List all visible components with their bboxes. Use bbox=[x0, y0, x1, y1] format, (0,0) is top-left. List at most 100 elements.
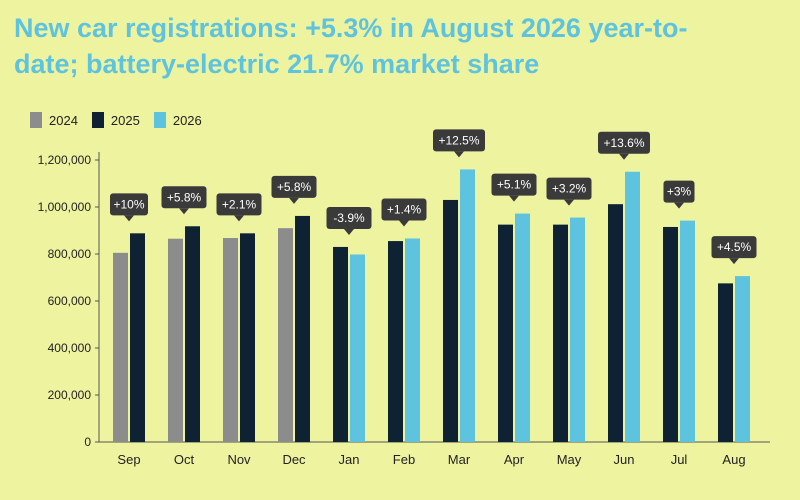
callout-label: +12.5% bbox=[438, 133, 479, 147]
callout-box bbox=[663, 180, 695, 203]
bar-jul-2025 bbox=[663, 226, 678, 442]
callout-pointer bbox=[564, 199, 574, 206]
bar-aug-2026 bbox=[735, 276, 750, 442]
callout-label: +5.1% bbox=[497, 178, 532, 192]
callout-pointer bbox=[344, 228, 354, 235]
callout-label: -3.9% bbox=[333, 211, 365, 225]
change-callout: +5.8% bbox=[271, 175, 317, 204]
change-callout: -3.9% bbox=[326, 206, 372, 235]
callout-label: +10% bbox=[113, 197, 144, 211]
change-callout: +2.1% bbox=[216, 193, 262, 222]
callout-box bbox=[433, 129, 485, 152]
change-callout: +12.5% bbox=[433, 129, 485, 158]
y-tick-label: 1,200,000 bbox=[38, 153, 92, 167]
y-tick-label: 600,000 bbox=[48, 294, 92, 308]
legend-label-2025: 2025 bbox=[110, 112, 140, 128]
x-category-label: Nov bbox=[227, 452, 251, 467]
bar-mar-2025 bbox=[443, 199, 458, 442]
callout-label: +5.8% bbox=[277, 180, 312, 194]
change-callout: +4.5% bbox=[711, 236, 757, 265]
callout-box bbox=[491, 173, 537, 196]
x-category-label: Jul bbox=[671, 452, 688, 467]
bar-oct-2025 bbox=[185, 226, 200, 442]
x-category-label: Aug bbox=[722, 452, 745, 467]
change-callout: +10% bbox=[110, 193, 148, 222]
bar-jan-2026 bbox=[350, 254, 365, 442]
bar-dec-2025 bbox=[295, 215, 310, 442]
callout-pointer bbox=[454, 151, 464, 158]
callout-box bbox=[326, 206, 372, 229]
callout-pointer bbox=[124, 215, 134, 222]
chart-title-line-2: date; battery-electric 21.7% market shar… bbox=[14, 49, 540, 79]
x-category-label: Jun bbox=[614, 452, 635, 467]
x-category-label: Sep bbox=[117, 452, 140, 467]
callout-pointer bbox=[729, 258, 739, 265]
change-callout: +3.2% bbox=[546, 177, 592, 206]
bar-may-2026 bbox=[570, 217, 585, 442]
callout-box bbox=[711, 236, 757, 259]
x-category-label: Oct bbox=[174, 452, 195, 467]
bar-jul-2026 bbox=[680, 220, 695, 442]
callout-box bbox=[598, 131, 650, 154]
x-category-label: Apr bbox=[504, 452, 525, 467]
x-category-label: Feb bbox=[393, 452, 415, 467]
bar-nov-2025 bbox=[240, 233, 255, 442]
y-tick-label: 0 bbox=[84, 435, 91, 449]
legend-label-2024: 2024 bbox=[49, 112, 78, 128]
chart-title: New car registrations: +5.3% in August 2… bbox=[14, 10, 794, 82]
bar-may-2025 bbox=[553, 224, 568, 442]
callout-label: +1.4% bbox=[387, 202, 422, 216]
bar-apr-2025 bbox=[498, 224, 513, 442]
change-callout: +5.1% bbox=[491, 173, 537, 202]
legend-swatch-2026 bbox=[153, 112, 166, 128]
callout-label: +2.1% bbox=[222, 197, 257, 211]
callout-pointer bbox=[234, 215, 244, 222]
callout-label: +3.2% bbox=[552, 182, 587, 196]
chart-legend: 2024 2025 2026 bbox=[30, 110, 202, 130]
callout-pointer bbox=[674, 202, 684, 209]
callout-pointer bbox=[289, 197, 299, 204]
callout-box bbox=[110, 193, 148, 216]
chart-title-line-1: New car registrations: +5.3% in August 2… bbox=[14, 13, 688, 43]
change-callout: +1.4% bbox=[381, 198, 427, 227]
legend-swatch-2024 bbox=[30, 112, 42, 128]
y-tick-label: 200,000 bbox=[48, 388, 92, 402]
bar-nov-2024 bbox=[223, 238, 238, 442]
x-category-label: Jan bbox=[339, 452, 360, 467]
legend-swatch-2025 bbox=[91, 112, 104, 128]
legend-item-2026: 2026 bbox=[153, 112, 202, 128]
callout-label: +3% bbox=[667, 185, 692, 199]
callout-box bbox=[271, 175, 317, 198]
bar-feb-2025 bbox=[388, 241, 403, 442]
x-category-label: Mar bbox=[448, 452, 471, 467]
y-tick-label: 1,000,000 bbox=[38, 200, 92, 214]
bar-jun-2026 bbox=[625, 171, 640, 442]
bar-apr-2026 bbox=[515, 213, 530, 442]
bar-oct-2024 bbox=[168, 238, 183, 442]
callout-label: +4.5% bbox=[717, 240, 752, 254]
legend-label-2026: 2026 bbox=[172, 112, 202, 128]
y-tick-label: 800,000 bbox=[48, 247, 92, 261]
y-tick-label: 400,000 bbox=[48, 341, 92, 355]
change-callout: +5.8% bbox=[161, 186, 207, 215]
callout-box bbox=[216, 193, 262, 216]
bar-sep-2025 bbox=[130, 233, 145, 442]
x-category-label: Dec bbox=[282, 452, 306, 467]
callout-pointer bbox=[619, 153, 629, 160]
bar-aug-2025 bbox=[718, 283, 733, 442]
bar-dec-2024 bbox=[278, 228, 293, 442]
bar-sep-2024 bbox=[113, 252, 128, 442]
callout-pointer bbox=[509, 195, 519, 202]
bar-jan-2025 bbox=[333, 246, 348, 442]
callout-label: +13.6% bbox=[603, 136, 644, 150]
bar-mar-2026 bbox=[460, 169, 475, 442]
callout-pointer bbox=[399, 220, 409, 227]
callout-label: +5.8% bbox=[167, 190, 202, 204]
bar-feb-2026 bbox=[405, 238, 420, 442]
bar-jun-2025 bbox=[608, 204, 623, 442]
callout-box bbox=[161, 186, 207, 209]
change-callout: +13.6% bbox=[598, 131, 650, 160]
x-category-label: May bbox=[557, 452, 582, 467]
legend-item-2025: 2025 bbox=[91, 112, 140, 128]
